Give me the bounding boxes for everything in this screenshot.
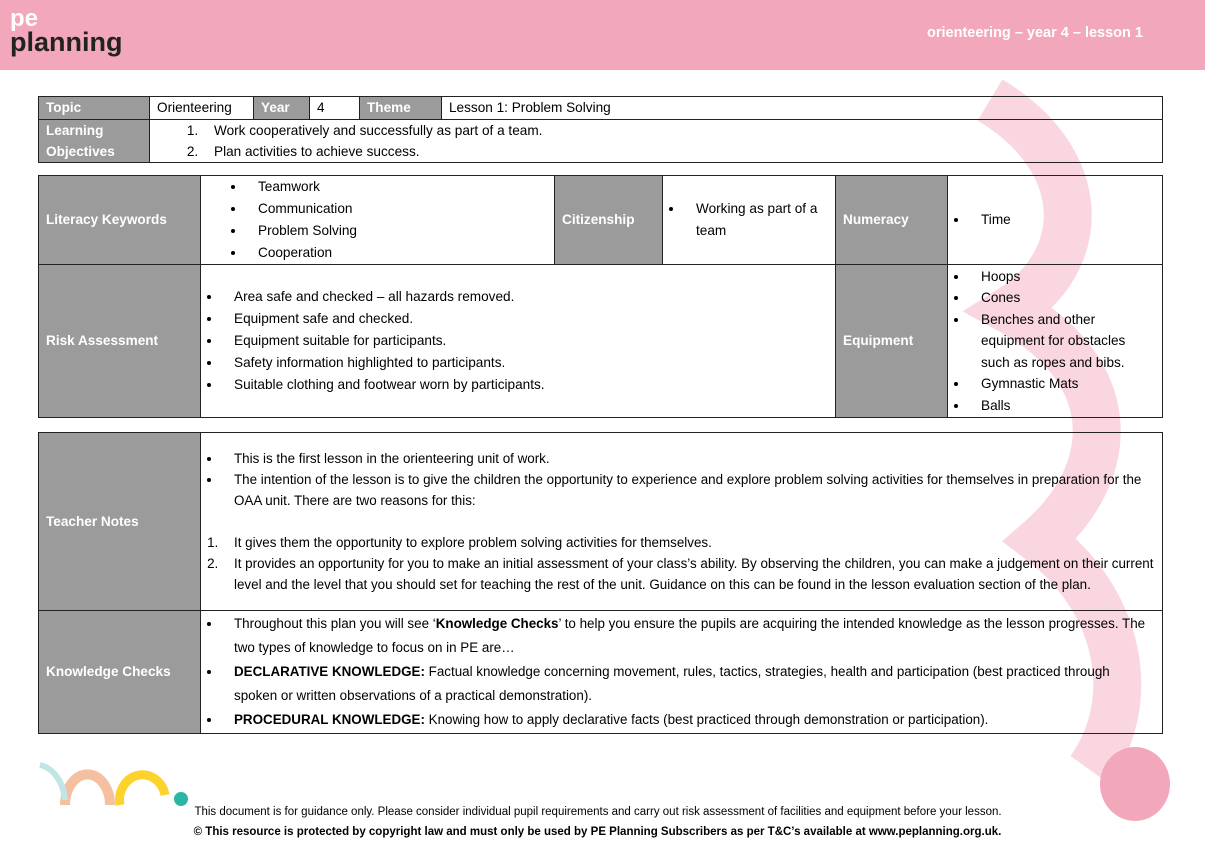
risk-list: Area safe and checked – all hazards remo…	[208, 286, 828, 396]
topic-value: Orienteering	[149, 96, 254, 120]
objectives-label: Learning Objectives	[38, 119, 150, 163]
numeracy-label: Numeracy	[835, 175, 948, 265]
equipment-list: HoopsConesBenches and other equipment fo…	[955, 266, 1155, 417]
overview-table: Topic Orienteering Year 4 Theme Lesson 1…	[38, 96, 1163, 163]
literacy-list: TeamworkCommunicationProblem SolvingCoop…	[208, 176, 547, 264]
year-value: 4	[309, 96, 360, 120]
theme-label: Theme	[359, 96, 442, 120]
teacher-notes-numbered: It gives them the opportunity to explore…	[208, 532, 1155, 595]
teacher-notes-label: Teacher Notes	[38, 432, 201, 611]
notes-table: Teacher Notes This is the first lesson i…	[38, 432, 1163, 734]
risk-label: Risk Assessment	[38, 264, 201, 418]
citizenship-list: Working as part of a team	[670, 198, 828, 242]
footer-copyright: © This resource is protected by copyrigh…	[193, 826, 1002, 838]
teacher-notes-bullets: This is the first lesson in the orientee…	[208, 448, 1155, 511]
footer-disclaimer: This document is for guidance only. Plea…	[194, 806, 1002, 818]
year-label: Year	[253, 96, 310, 120]
knowledge-checks-label: Knowledge Checks	[38, 610, 201, 734]
pe-planning-logo: pe planning	[10, 5, 123, 57]
objectives-list: Work cooperatively and successfully as p…	[157, 120, 1155, 162]
knowledge-checks-list: Throughout this plan you will see ‘Knowl…	[208, 612, 1155, 732]
literacy-label: Literacy Keywords	[38, 175, 201, 265]
page-header: pe planning orienteering – year 4 – less…	[0, 0, 1205, 70]
document-title: orienteering – year 4 – lesson 1	[927, 25, 1143, 41]
details-table: Literacy Keywords TeamworkCommunicationP…	[38, 175, 1163, 418]
theme-value: Lesson 1: Problem Solving	[441, 96, 1163, 120]
equipment-label: Equipment	[835, 264, 948, 418]
citizenship-label: Citizenship	[554, 175, 663, 265]
topic-label: Topic	[38, 96, 150, 120]
numeracy-list: Time	[955, 209, 1155, 231]
